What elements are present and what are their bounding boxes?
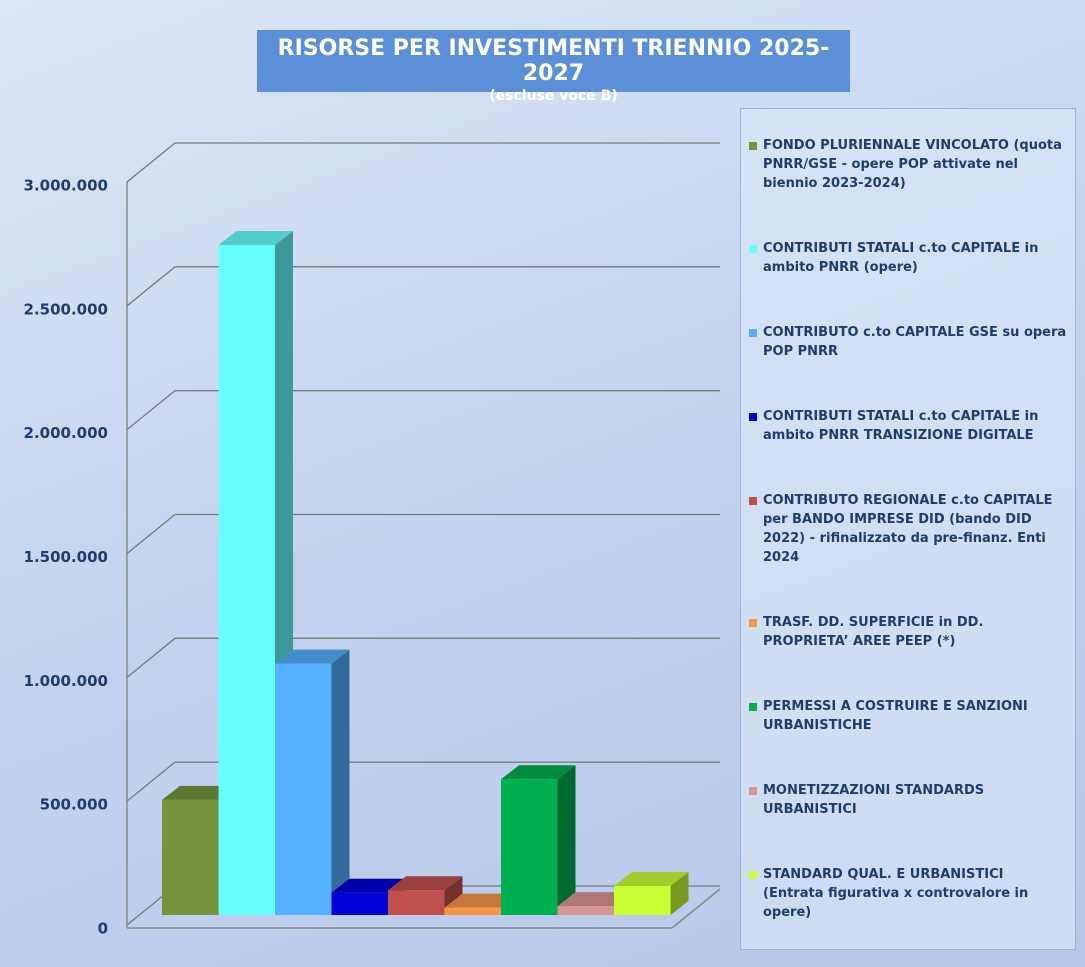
bar-side xyxy=(331,649,350,915)
legend-label: STANDARD QUAL. E URBANISTICI (Entrata fi… xyxy=(763,867,1029,920)
bar-top xyxy=(501,765,576,780)
legend-item: STANDARD QUAL. E URBANISTICI (Entrata fi… xyxy=(749,865,1067,922)
chart-subtitle: (escluse voce B) xyxy=(489,88,618,104)
bar-top xyxy=(331,878,406,893)
legend-label: CONTRIBUTI STATALI c.to CAPITALE in ambi… xyxy=(763,241,1039,275)
y-tick-label: 1.000.000 xyxy=(24,672,108,690)
legend-item: FONDO PLURIENNALE VINCOLATO (quota PNRR/… xyxy=(749,136,1067,193)
bar-top xyxy=(444,893,519,908)
legend-label: FONDO PLURIENNALE VINCOLATO (quota PNRR/… xyxy=(763,138,1062,191)
bar-top xyxy=(275,649,350,664)
legend-label: PERMESSI A COSTRUIRE E SANZIONI URBANIST… xyxy=(763,699,1028,733)
grid-line xyxy=(126,390,720,431)
legend-label: TRASF. DD. SUPERFICIE in DD. PROPRIETA’ … xyxy=(763,615,984,649)
bar xyxy=(444,907,501,915)
legend-swatch xyxy=(749,703,757,711)
legend-swatch xyxy=(749,871,757,879)
legend-item: MONETIZZAZIONI STANDARDS URBANISTICI xyxy=(749,781,1067,819)
floor-side xyxy=(671,888,721,929)
legend-swatch xyxy=(749,787,757,795)
title-box: RISORSE PER INVESTIMENTI TRIENNIO 2025-2… xyxy=(257,30,850,104)
legend: FONDO PLURIENNALE VINCOLATO (quota PNRR/… xyxy=(740,108,1076,950)
grid-line xyxy=(126,761,720,802)
bar-top xyxy=(218,231,293,246)
bar xyxy=(275,663,332,915)
legend-label: CONTRIBUTI STATALI c.to CAPITALE in ambi… xyxy=(763,409,1039,443)
legend-item: TRASF. DD. SUPERFICIE in DD. PROPRIETA’ … xyxy=(749,613,1067,651)
bar xyxy=(162,799,219,915)
legend-label: MONETIZZAZIONI STANDARDS URBANISTICI xyxy=(763,783,985,817)
legend-item: CONTRIBUTI STATALI c.to CAPITALE in ambi… xyxy=(749,239,1067,277)
legend-item: CONTRIBUTO REGIONALE c.to CAPITALE per B… xyxy=(749,491,1067,567)
bar xyxy=(614,886,671,915)
bar-top xyxy=(162,785,237,800)
legend-swatch xyxy=(749,245,757,253)
y-tick-label: 2.500.000 xyxy=(24,300,108,318)
legend-label: CONTRIBUTO REGIONALE c.to CAPITALE per B… xyxy=(763,493,1053,565)
bar-top xyxy=(614,872,689,887)
y-tick-label: 3.000.000 xyxy=(24,177,108,195)
grid-line xyxy=(126,142,720,183)
legend-item: CONTRIBUTO c.to CAPITALE GSE su opera PO… xyxy=(749,323,1067,361)
bar-top xyxy=(388,876,463,891)
bar xyxy=(501,779,558,915)
bar xyxy=(388,890,445,915)
legend-swatch xyxy=(749,619,757,627)
bar xyxy=(557,906,614,915)
y-tick-label: 1.500.000 xyxy=(24,548,108,566)
bar xyxy=(331,892,388,915)
bar xyxy=(218,245,275,916)
y-tick-label: 0 xyxy=(98,920,108,938)
grid-line xyxy=(126,513,720,555)
legend-item: CONTRIBUTI STATALI c.to CAPITALE in ambi… xyxy=(749,407,1067,445)
chart-title: RISORSE PER INVESTIMENTI TRIENNIO 2025-2… xyxy=(277,36,830,86)
bar-side xyxy=(670,872,689,915)
legend-swatch xyxy=(749,142,757,150)
legend-swatch xyxy=(749,329,757,337)
y-tick-label: 500.000 xyxy=(40,796,108,814)
bar-top xyxy=(557,892,632,907)
legend-swatch xyxy=(749,497,757,505)
bar-side xyxy=(557,765,576,915)
y-tick-label: 2.000.000 xyxy=(24,424,108,442)
legend-label: CONTRIBUTO c.to CAPITALE GSE su opera PO… xyxy=(763,325,1067,359)
grid-line xyxy=(126,266,720,307)
legend-item: PERMESSI A COSTRUIRE E SANZIONI URBANIST… xyxy=(749,697,1067,735)
grid-line xyxy=(126,637,720,678)
legend-swatch xyxy=(749,413,757,421)
